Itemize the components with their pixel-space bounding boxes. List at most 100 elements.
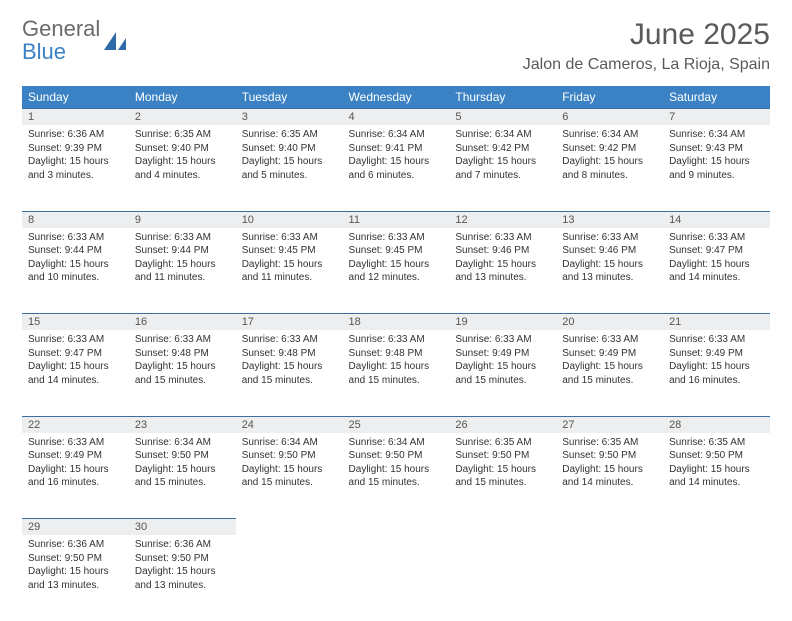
day-number-cell: 25 [343, 416, 450, 433]
sunrise-text: Sunrise: 6:33 AM [242, 231, 337, 245]
sunrise-text: Sunrise: 6:35 AM [135, 128, 230, 142]
day-content-cell: Sunrise: 6:36 AMSunset: 9:39 PMDaylight:… [22, 125, 129, 211]
sunrise-text: Sunrise: 6:33 AM [349, 231, 444, 245]
sunset-text: Sunset: 9:48 PM [349, 347, 444, 361]
daylight-text: and 15 minutes. [135, 374, 230, 388]
content-row: Sunrise: 6:33 AMSunset: 9:49 PMDaylight:… [22, 433, 770, 519]
sunset-text: Sunset: 9:39 PM [28, 142, 123, 156]
daylight-text: and 10 minutes. [28, 271, 123, 285]
day-number-cell: 28 [663, 416, 770, 433]
daylight-text: and 15 minutes. [349, 374, 444, 388]
sunrise-text: Sunrise: 6:34 AM [135, 436, 230, 450]
daylight-text: Daylight: 15 hours [455, 258, 550, 272]
daylight-text: and 14 minutes. [669, 271, 764, 285]
daylight-text: Daylight: 15 hours [669, 360, 764, 374]
daylight-text: and 8 minutes. [562, 169, 657, 183]
sunset-text: Sunset: 9:50 PM [562, 449, 657, 463]
sunrise-text: Sunrise: 6:33 AM [28, 333, 123, 347]
day-number-cell: 1 [22, 109, 129, 126]
day-content-cell: Sunrise: 6:36 AMSunset: 9:50 PMDaylight:… [129, 535, 236, 621]
sunset-text: Sunset: 9:50 PM [669, 449, 764, 463]
daylight-text: and 14 minutes. [28, 374, 123, 388]
daylight-text: and 13 minutes. [562, 271, 657, 285]
daynum-row: 22232425262728 [22, 416, 770, 433]
day-number-cell: 11 [343, 211, 450, 228]
day-number-cell: 14 [663, 211, 770, 228]
sunset-text: Sunset: 9:50 PM [242, 449, 337, 463]
daylight-text: Daylight: 15 hours [242, 155, 337, 169]
calendar-table: Sunday Monday Tuesday Wednesday Thursday… [22, 86, 770, 621]
daylight-text: and 3 minutes. [28, 169, 123, 183]
day-content-cell: Sunrise: 6:33 AMSunset: 9:48 PMDaylight:… [236, 330, 343, 416]
sunrise-text: Sunrise: 6:36 AM [28, 128, 123, 142]
daylight-text: Daylight: 15 hours [349, 258, 444, 272]
sunrise-text: Sunrise: 6:33 AM [28, 436, 123, 450]
sunset-text: Sunset: 9:50 PM [349, 449, 444, 463]
day-content-cell: Sunrise: 6:35 AMSunset: 9:50 PMDaylight:… [556, 433, 663, 519]
day-number-cell: 17 [236, 314, 343, 331]
day-number-cell: 18 [343, 314, 450, 331]
daylight-text: and 11 minutes. [135, 271, 230, 285]
sunset-text: Sunset: 9:40 PM [242, 142, 337, 156]
daylight-text: Daylight: 15 hours [455, 463, 550, 477]
day-content-cell [236, 535, 343, 621]
day-number-cell [236, 519, 343, 536]
day-content-cell: Sunrise: 6:33 AMSunset: 9:44 PMDaylight:… [22, 228, 129, 314]
day-number-cell [343, 519, 450, 536]
daynum-row: 891011121314 [22, 211, 770, 228]
sail-icon [102, 30, 128, 52]
weekday-header: Friday [556, 86, 663, 109]
day-number-cell: 27 [556, 416, 663, 433]
daylight-text: Daylight: 15 hours [135, 155, 230, 169]
day-number-cell: 23 [129, 416, 236, 433]
sunrise-text: Sunrise: 6:33 AM [562, 231, 657, 245]
sunrise-text: Sunrise: 6:35 AM [455, 436, 550, 450]
sunrise-text: Sunrise: 6:33 AM [669, 333, 764, 347]
day-number-cell: 8 [22, 211, 129, 228]
day-number-cell: 16 [129, 314, 236, 331]
daylight-text: and 15 minutes. [242, 374, 337, 388]
day-content-cell: Sunrise: 6:33 AMSunset: 9:48 PMDaylight:… [129, 330, 236, 416]
day-content-cell: Sunrise: 6:33 AMSunset: 9:48 PMDaylight:… [343, 330, 450, 416]
daylight-text: and 13 minutes. [28, 579, 123, 593]
sunset-text: Sunset: 9:42 PM [562, 142, 657, 156]
day-content-cell: Sunrise: 6:34 AMSunset: 9:41 PMDaylight:… [343, 125, 450, 211]
day-number-cell: 5 [449, 109, 556, 126]
day-content-cell [343, 535, 450, 621]
brand-line2: Blue [22, 41, 100, 63]
sunrise-text: Sunrise: 6:36 AM [28, 538, 123, 552]
sunset-text: Sunset: 9:46 PM [562, 244, 657, 258]
daylight-text: Daylight: 15 hours [455, 360, 550, 374]
day-content-cell: Sunrise: 6:34 AMSunset: 9:42 PMDaylight:… [556, 125, 663, 211]
daylight-text: and 14 minutes. [669, 476, 764, 490]
sunset-text: Sunset: 9:48 PM [135, 347, 230, 361]
brand-line1: General [22, 16, 100, 41]
day-content-cell: Sunrise: 6:35 AMSunset: 9:40 PMDaylight:… [129, 125, 236, 211]
day-content-cell: Sunrise: 6:33 AMSunset: 9:47 PMDaylight:… [663, 228, 770, 314]
sunset-text: Sunset: 9:50 PM [135, 552, 230, 566]
day-number-cell: 26 [449, 416, 556, 433]
day-number-cell: 19 [449, 314, 556, 331]
day-content-cell: Sunrise: 6:34 AMSunset: 9:42 PMDaylight:… [449, 125, 556, 211]
daylight-text: Daylight: 15 hours [669, 463, 764, 477]
daylight-text: and 13 minutes. [135, 579, 230, 593]
weekday-header: Sunday [22, 86, 129, 109]
day-number-cell: 12 [449, 211, 556, 228]
sunrise-text: Sunrise: 6:33 AM [242, 333, 337, 347]
day-content-cell: Sunrise: 6:33 AMSunset: 9:47 PMDaylight:… [22, 330, 129, 416]
sunrise-text: Sunrise: 6:34 AM [455, 128, 550, 142]
day-content-cell: Sunrise: 6:35 AMSunset: 9:50 PMDaylight:… [449, 433, 556, 519]
sunset-text: Sunset: 9:45 PM [242, 244, 337, 258]
sunset-text: Sunset: 9:50 PM [28, 552, 123, 566]
daylight-text: and 7 minutes. [455, 169, 550, 183]
daylight-text: and 13 minutes. [455, 271, 550, 285]
sunset-text: Sunset: 9:50 PM [135, 449, 230, 463]
sunset-text: Sunset: 9:42 PM [455, 142, 550, 156]
daylight-text: and 15 minutes. [349, 476, 444, 490]
sunset-text: Sunset: 9:44 PM [28, 244, 123, 258]
weekday-header: Wednesday [343, 86, 450, 109]
sunrise-text: Sunrise: 6:34 AM [349, 128, 444, 142]
sunrise-text: Sunrise: 6:33 AM [135, 333, 230, 347]
daylight-text: Daylight: 15 hours [28, 565, 123, 579]
sunset-text: Sunset: 9:49 PM [669, 347, 764, 361]
